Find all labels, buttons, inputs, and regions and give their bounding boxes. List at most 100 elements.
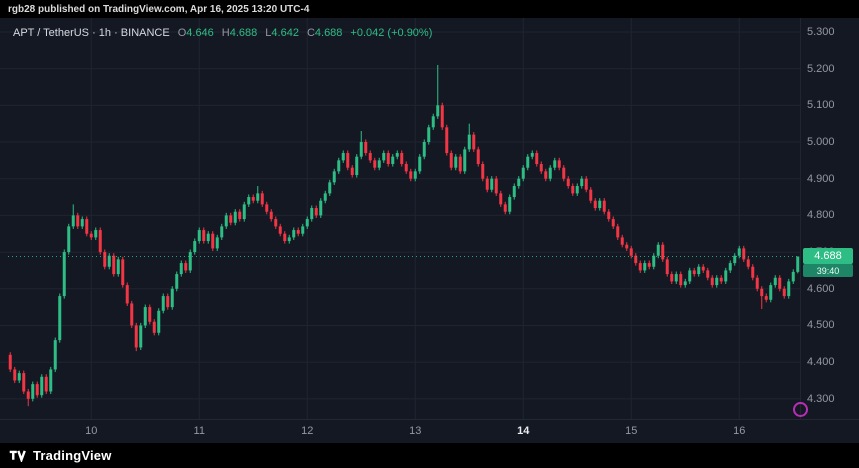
candle-body — [422, 142, 426, 157]
candle — [179, 260, 183, 277]
low-value: 4.642 — [271, 27, 299, 39]
candle-body — [53, 340, 57, 370]
time-axis-label: 16 — [733, 425, 746, 437]
low-label: L — [265, 27, 272, 39]
candle — [553, 157, 557, 171]
time-axis-label: 13 — [409, 425, 422, 437]
candle-body — [575, 186, 579, 194]
candle-body — [521, 167, 525, 179]
candle-body — [440, 105, 444, 128]
candle-body — [467, 134, 471, 150]
candle — [337, 157, 341, 174]
candle — [112, 253, 116, 277]
candle — [733, 253, 737, 266]
candle-body — [701, 266, 705, 271]
candle — [467, 123, 471, 152]
candle-body — [170, 288, 174, 308]
candle — [233, 209, 237, 226]
candle-body — [202, 230, 206, 242]
candle-body — [629, 248, 633, 256]
change-value: +0.042 (+0.90%) — [350, 27, 433, 39]
candle — [454, 154, 458, 171]
candle — [130, 300, 134, 329]
candle-body — [62, 252, 66, 297]
candle-body — [301, 226, 305, 234]
candle — [490, 176, 494, 193]
candle-body — [449, 153, 453, 168]
candle — [751, 264, 755, 281]
candle — [607, 209, 611, 222]
candle — [89, 231, 93, 240]
candle-body — [238, 211, 242, 220]
candle — [121, 256, 125, 288]
candle-body — [530, 153, 534, 157]
candle-body — [368, 153, 372, 161]
candle — [476, 146, 480, 167]
candle-body — [359, 142, 363, 157]
candle — [764, 293, 768, 303]
candle — [494, 176, 498, 196]
time-axis[interactable]: 10 11 12 13 14 15 16 — [0, 419, 859, 443]
candle — [134, 322, 138, 352]
candle — [589, 187, 593, 204]
candle-body — [508, 197, 512, 212]
candle-body — [503, 204, 507, 212]
candle — [652, 253, 656, 270]
candle — [215, 234, 219, 251]
candle-body — [35, 384, 39, 396]
candle — [44, 374, 48, 395]
candle-body — [22, 373, 26, 392]
candle — [571, 183, 575, 196]
candle-body — [706, 270, 710, 278]
candle-body — [566, 178, 570, 187]
candle-body — [107, 255, 111, 267]
candle-body — [499, 193, 503, 205]
candle-body — [314, 208, 318, 216]
tradingview-footer-link[interactable]: TradingView — [9, 448, 112, 463]
candle-body — [616, 226, 620, 238]
candle — [481, 161, 485, 182]
candle — [170, 286, 174, 310]
publish-info-bar: rgb28 published on TradingView.com, Apr … — [0, 0, 859, 18]
candle — [22, 370, 26, 395]
candle — [670, 271, 674, 284]
symbol-description[interactable]: APT / TetherUS · 1h · BINANCE — [13, 27, 170, 39]
candle-body — [728, 263, 732, 271]
candle — [508, 194, 512, 215]
candle-body — [323, 193, 327, 201]
candle-body — [553, 160, 557, 168]
candle — [616, 223, 620, 240]
candle-body — [400, 153, 404, 165]
candle-body — [436, 105, 440, 117]
candle — [557, 157, 561, 171]
candle-body — [229, 215, 233, 223]
candle — [566, 176, 570, 189]
candle-body — [251, 197, 255, 201]
candle — [278, 223, 282, 237]
current-price-value: 4.688 — [814, 250, 842, 263]
candle — [211, 231, 215, 251]
candle-body — [589, 189, 593, 201]
candle-body — [670, 274, 674, 282]
candle-body — [526, 156, 530, 168]
time-axis-label: 12 — [301, 425, 314, 437]
candle-body — [652, 255, 656, 267]
candle-body — [494, 178, 498, 194]
candle — [544, 168, 548, 182]
candle — [458, 154, 462, 174]
candle — [517, 176, 521, 189]
candlestick-plot[interactable] — [0, 18, 859, 443]
candle — [634, 253, 638, 266]
candle-body — [710, 277, 714, 286]
ohlc-close: C4.688 — [307, 27, 342, 39]
high-label: H — [221, 27, 230, 39]
candle — [310, 205, 314, 222]
candle-body — [260, 193, 264, 205]
candle-body — [305, 219, 309, 227]
candle-body — [557, 160, 561, 168]
candle-body — [764, 296, 768, 300]
candle-body — [103, 252, 107, 267]
price-axis-label: 4.600 — [807, 282, 835, 295]
candle — [350, 165, 354, 178]
price-axis[interactable]: 4.688 39:40 5.300 5.200 5.100 5.000 4.900 4.8… — [800, 18, 859, 419]
